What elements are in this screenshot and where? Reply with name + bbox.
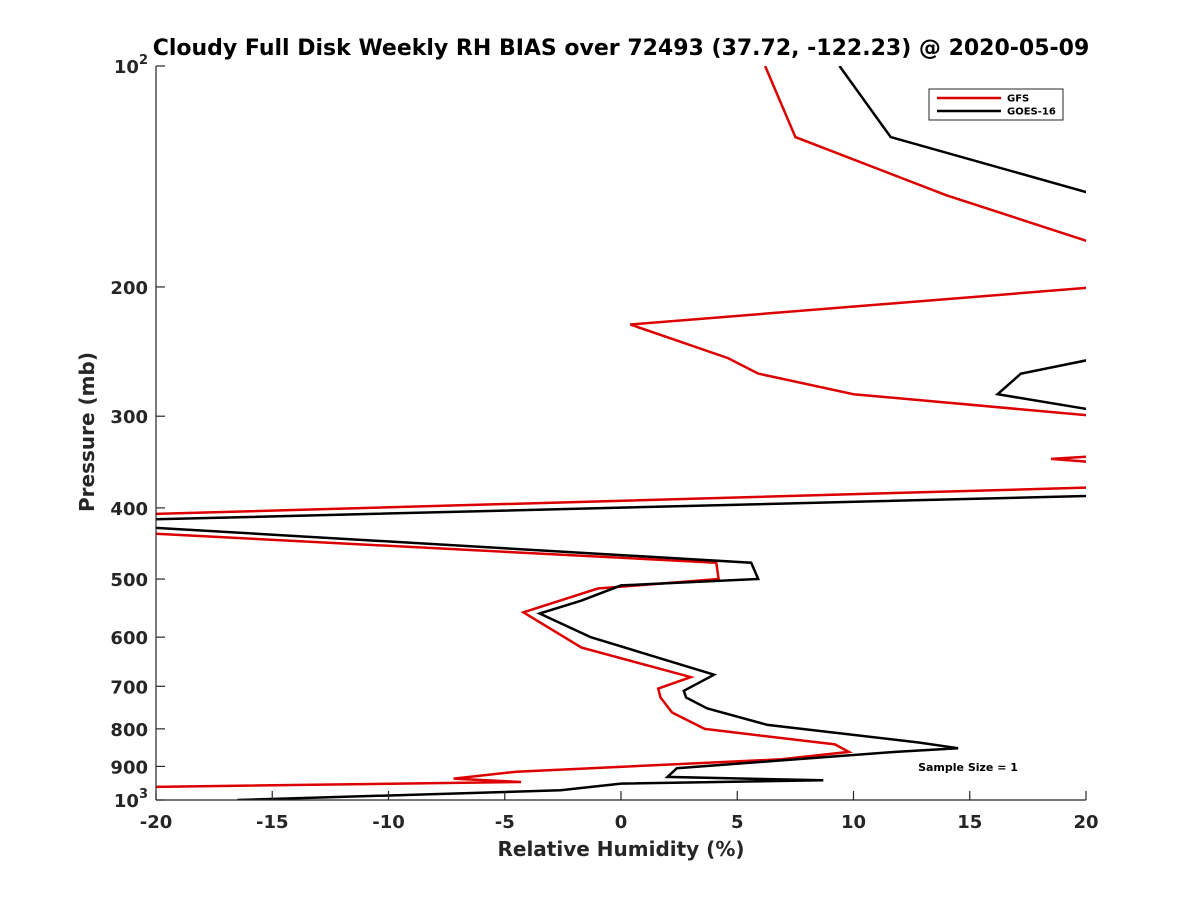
x-axis-ticks: -20 -15 -10 -5 0 5 10 15 20 — [140, 791, 1099, 833]
x-tick-label: -5 — [495, 812, 515, 833]
x-axis-label: Relative Humidity (%) — [497, 837, 744, 861]
series-layer — [156, 66, 1086, 800]
series-line-gfs-segment-1 — [763, 66, 1086, 242]
y-tick-label: 400 — [110, 499, 148, 520]
legend: GFS GOES-16 — [928, 88, 1064, 121]
series-line-gfs-segment-3 — [1051, 455, 1086, 463]
series-line-goes-16-segment-1 — [838, 66, 1086, 194]
series-line-gfs-segment-2 — [629, 286, 1086, 417]
y-tick-label: 700 — [110, 677, 148, 698]
series-line-goes-16-segment-3 — [156, 494, 1086, 800]
y-tick-label: 200 — [110, 278, 148, 299]
y-axis-label: Pressure (mb) — [75, 352, 99, 512]
legend-label-gfs: GFS — [1007, 94, 1029, 105]
y-tick-label: 102 — [114, 53, 148, 78]
y-tick-label: 600 — [110, 628, 148, 649]
x-tick-label: 0 — [615, 812, 628, 833]
y-tick-label: 900 — [110, 757, 148, 778]
x-tick-label: -20 — [140, 812, 173, 833]
x-tick-label: 20 — [1073, 812, 1098, 833]
series-line-gfs-segment-4 — [156, 486, 1086, 789]
axes — [155, 66, 1086, 801]
chart-title: Cloudy Full Disk Weekly RH BIAS over 724… — [153, 36, 1090, 61]
series-line-goes-16-segment-2 — [994, 359, 1086, 411]
y-tick-label: 300 — [110, 407, 148, 428]
x-tick-label: -10 — [372, 812, 405, 833]
x-tick-label: 10 — [841, 812, 866, 833]
sample-size-annotation: Sample Size = 1 — [918, 761, 1018, 774]
x-tick-label: -15 — [256, 812, 289, 833]
x-tick-label: 15 — [957, 812, 982, 833]
y-tick-label: 103 — [114, 787, 148, 812]
y-axis-ticks: 102 200 300 400 500 600 700 800 900 103 — [110, 53, 165, 812]
legend-label-goes-16: GOES-16 — [1007, 107, 1056, 118]
legend-box — [928, 88, 1064, 121]
x-tick-label: 5 — [731, 812, 744, 833]
y-tick-label: 800 — [110, 720, 148, 741]
y-tick-label: 500 — [110, 570, 148, 591]
